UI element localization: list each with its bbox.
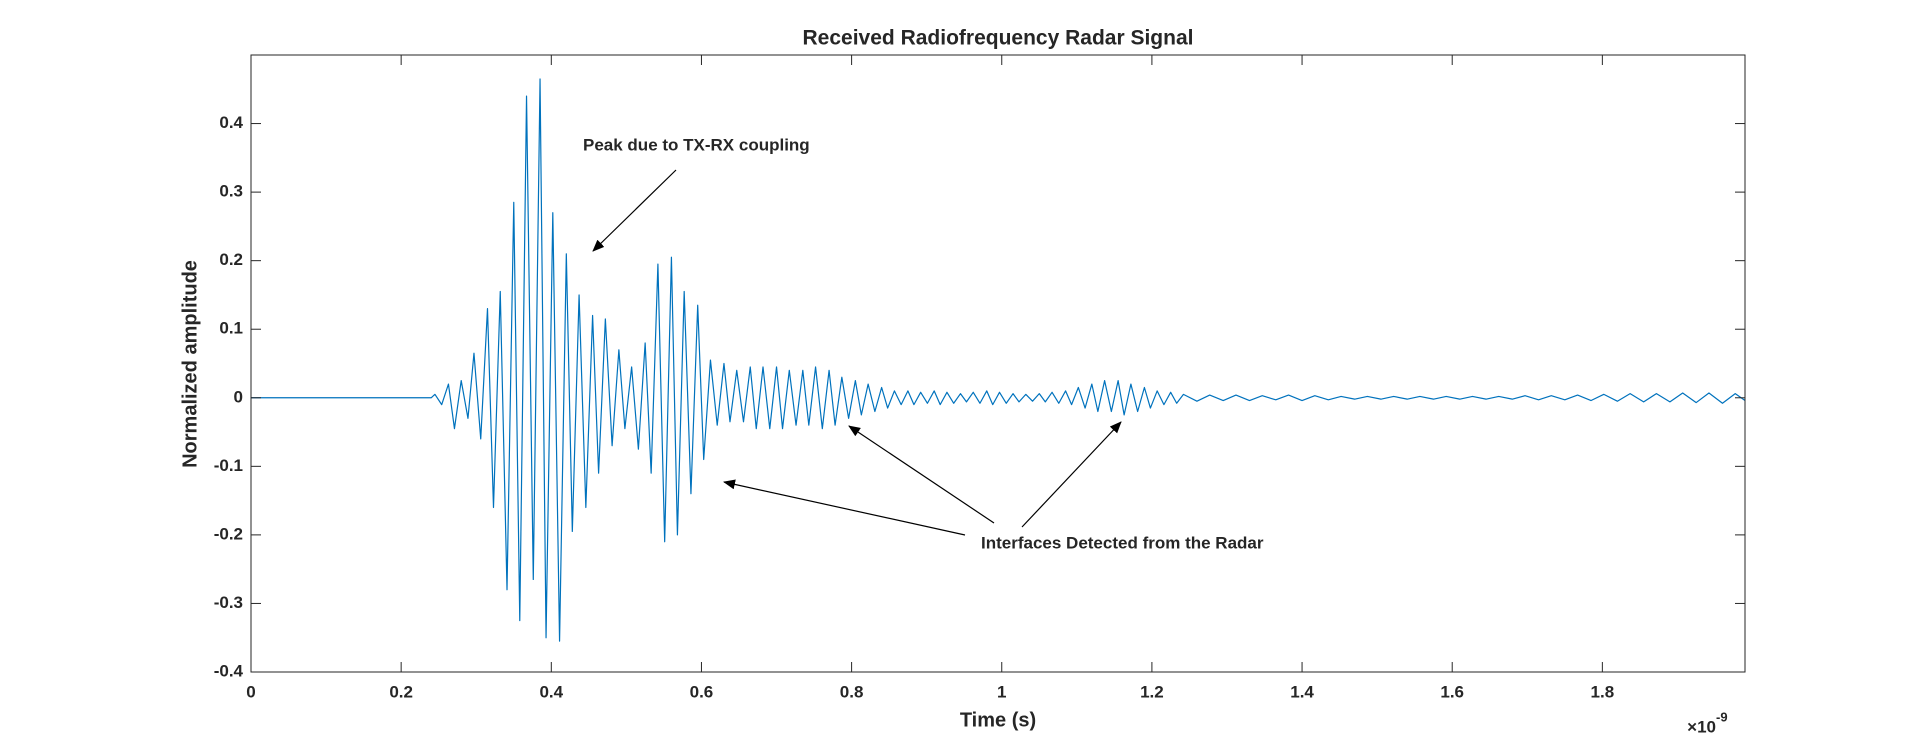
x-multiplier-exponent: -9	[1716, 709, 1728, 724]
x-tick-label: 0.4	[539, 682, 563, 701]
x-tick-label: 1	[997, 682, 1006, 701]
y-tick-label: 0.3	[219, 182, 243, 201]
signal-line	[251, 78, 1746, 642]
y-tick-label: 0.2	[219, 250, 243, 269]
y-axis-label: Normalized amplitude	[179, 260, 201, 468]
y-tick-label: -0.3	[214, 593, 243, 612]
x-tick-label: 1.4	[1290, 682, 1314, 701]
y-tick-label: -0.1	[214, 456, 243, 475]
annotation: Peak due to TX-RX coupling	[583, 135, 810, 154]
y-tick-label: 0	[234, 387, 243, 406]
y-tick-label: -0.2	[214, 524, 243, 543]
x-tick-label: 1.8	[1591, 682, 1615, 701]
y-tick-label: 0.4	[219, 113, 243, 132]
annotation-arrow	[848, 425, 995, 524]
x-tick-label: 0.2	[389, 682, 413, 701]
axes-box	[250, 54, 1746, 673]
x-tick-label: 1.6	[1440, 682, 1464, 701]
x-tick-label: 0	[246, 682, 255, 701]
plot-area	[251, 55, 1745, 672]
y-tick-label: -0.4	[214, 661, 244, 680]
y-tick-label: 0.1	[219, 319, 243, 338]
annotation-arrow	[1021, 421, 1122, 528]
x-multiplier: ×10	[1687, 717, 1716, 736]
x-tick-label: 1.2	[1140, 682, 1164, 701]
annotation-arrow	[592, 169, 677, 252]
x-tick-label: 0.8	[840, 682, 864, 701]
x-tick-label: 0.6	[690, 682, 714, 701]
chart-title: Received Radiofrequency Radar Signal	[803, 27, 1194, 50]
annotation-arrow	[723, 479, 966, 536]
annotation: Interfaces Detected from the Radar	[981, 533, 1264, 552]
x-axis-label: Time (s)	[960, 709, 1036, 731]
